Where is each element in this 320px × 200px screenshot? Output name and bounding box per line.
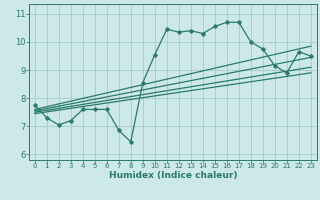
X-axis label: Humidex (Indice chaleur): Humidex (Indice chaleur) [108, 171, 237, 180]
